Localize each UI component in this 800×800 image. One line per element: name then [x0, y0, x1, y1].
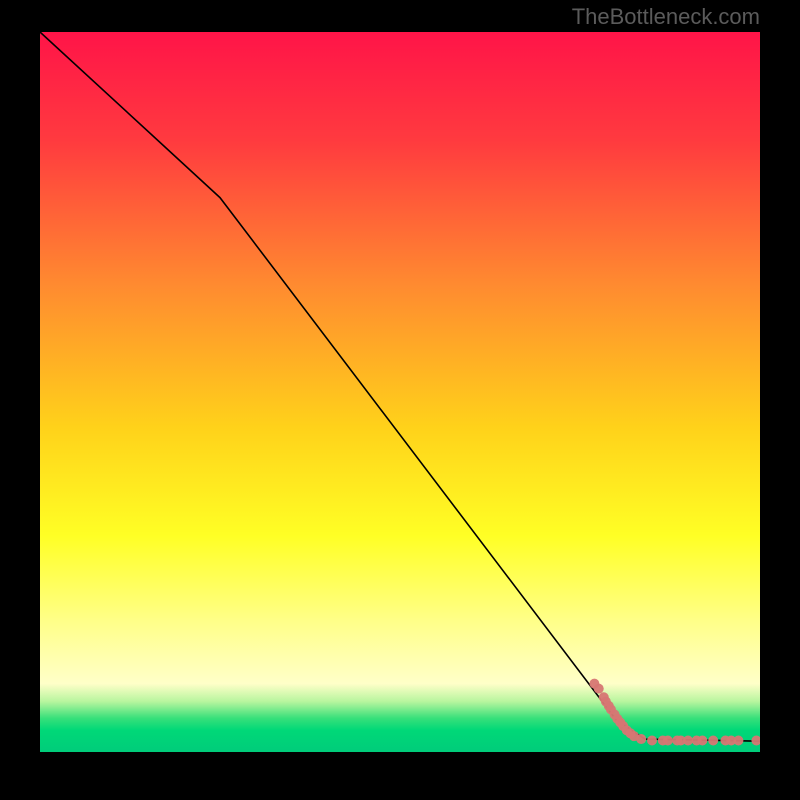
watermark-text: TheBottleneck.com — [572, 4, 760, 30]
scatter-point — [733, 735, 743, 745]
scatter-point — [663, 735, 673, 745]
gradient-background — [40, 32, 760, 752]
scatter-point — [697, 735, 707, 745]
scatter-point — [683, 735, 693, 745]
chart-frame: TheBottleneck.com — [0, 0, 800, 800]
scatter-point — [594, 684, 604, 694]
plot-area — [40, 32, 760, 752]
scatter-point — [636, 734, 646, 744]
scatter-point — [647, 735, 657, 745]
scatter-point — [708, 735, 718, 745]
